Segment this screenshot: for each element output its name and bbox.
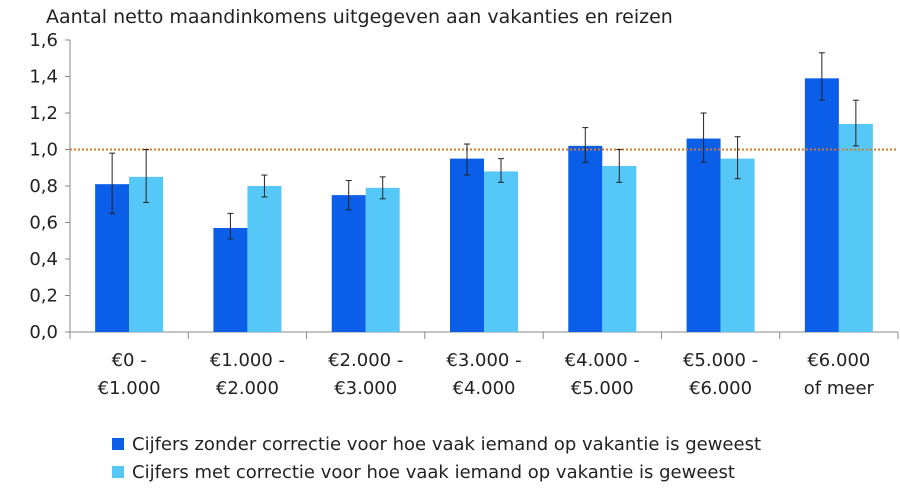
- x-category-label: €2.000 -: [328, 350, 403, 371]
- y-tick-label: 0,6: [29, 213, 58, 234]
- bar-series-2: [602, 165, 637, 332]
- x-category-label: €2.000: [216, 378, 279, 399]
- x-category-label: €1.000: [98, 378, 161, 399]
- x-category-label: of meer: [804, 378, 875, 399]
- legend-swatch-series-2: [112, 466, 124, 478]
- legend: Cijfers zonder correctie voor hoe vaak i…: [112, 430, 761, 486]
- y-tick-label: 0,0: [29, 322, 58, 343]
- legend-item-series-2: Cijfers met correctie voor hoe vaak iema…: [112, 458, 761, 486]
- y-tick-label: 1,4: [29, 67, 58, 88]
- bar-series-1: [804, 78, 839, 332]
- x-category-label: €0 -: [112, 350, 147, 371]
- x-category-label: €1.000 -: [210, 350, 285, 371]
- x-category-label: €6.000: [807, 350, 870, 371]
- x-category-label: €6.000: [689, 378, 752, 399]
- x-category-label: €5.000 -: [683, 350, 758, 371]
- x-category-label: €3.000 -: [446, 350, 521, 371]
- legend-label-series-2: Cijfers met correctie voor hoe vaak iema…: [132, 461, 735, 483]
- legend-label-series-1: Cijfers zonder correctie voor hoe vaak i…: [132, 433, 762, 455]
- x-category-label: €4.000 -: [565, 350, 640, 371]
- legend-swatch-series-1: [112, 438, 124, 450]
- bar-series-2: [247, 186, 282, 332]
- bar-series-1: [213, 227, 248, 332]
- y-tick-label: 1,2: [29, 103, 58, 124]
- bar-series-2: [484, 171, 518, 332]
- bar-series-2: [720, 158, 755, 332]
- legend-item-series-1: Cijfers zonder correctie voor hoe vaak i…: [112, 430, 761, 458]
- bar-series-1: [686, 138, 721, 332]
- x-category-label: €4.000: [453, 378, 516, 399]
- bar-series-1: [450, 158, 484, 332]
- chart-title: Aantal netto maandinkomens uitgegeven aa…: [46, 6, 673, 28]
- x-category-label: €5.000: [571, 378, 634, 399]
- bar-series-1: [331, 195, 366, 332]
- y-tick-label: 1,0: [29, 140, 58, 161]
- y-tick-label: 0,4: [29, 249, 58, 270]
- bar-series-2: [365, 187, 400, 332]
- bar-series-1: [568, 145, 603, 332]
- y-tick-label: 1,6: [29, 30, 58, 51]
- y-tick-label: 0,2: [29, 286, 58, 307]
- x-category-label: €3.000: [334, 378, 397, 399]
- y-tick-label: 0,8: [29, 176, 58, 197]
- bar-series-2: [838, 123, 873, 332]
